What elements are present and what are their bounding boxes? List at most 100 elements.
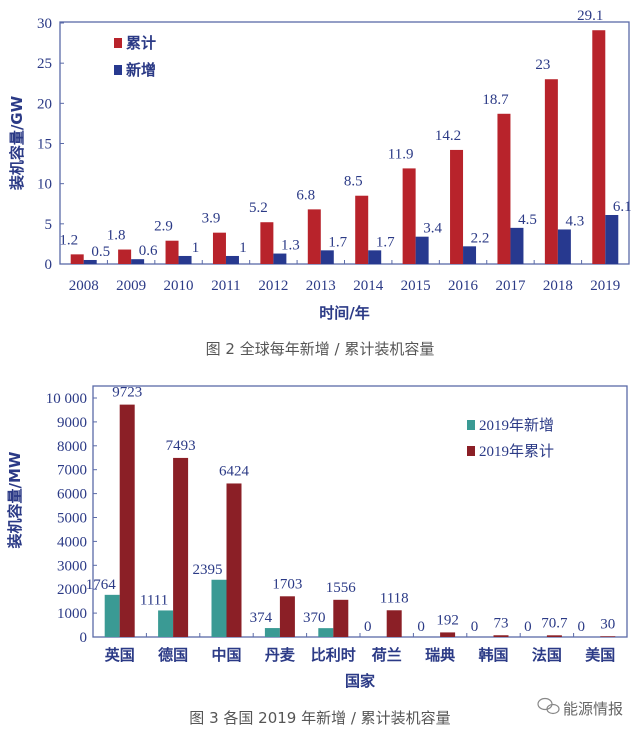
x-tick-label: 美国 [585,646,615,664]
bar-累计 [592,30,606,265]
bar-2019年累计 [119,404,135,637]
x-tick-label: 2013 [306,278,336,294]
data-label: 4.5 [518,212,537,228]
data-label: 73 [494,615,509,631]
x-tick-label: 2008 [69,278,99,294]
bar-2019年累计 [600,636,616,637]
bar-累计 [307,209,321,264]
data-label: 3.4 [423,221,442,237]
data-label: 192 [436,612,459,628]
data-label: 0 [578,619,586,635]
data-label: 4.3 [566,213,585,229]
data-label: 0.5 [91,244,110,260]
data-label: 1.7 [376,234,395,250]
bar-2019年新增 [211,579,227,637]
data-label: 6.1 [613,199,632,215]
data-label: 7493 [166,438,196,454]
y-tick-label: 6000 [57,487,87,503]
bar-累计 [544,79,558,264]
legend-swatch [467,420,475,430]
data-label: 370 [303,610,326,626]
data-label: 1703 [272,576,302,592]
data-label: 8.5 [344,174,363,190]
data-label: 0.6 [139,243,158,259]
y-tick-label: 10 [37,177,52,193]
data-label: 0 [417,619,425,635]
bar-累计 [355,195,369,264]
data-label: 374 [250,610,273,626]
x-tick-label: 2017 [495,278,526,294]
bar-2019年新增 [318,628,334,637]
data-label: 14.2 [435,128,461,144]
bar-新增 [273,253,287,264]
data-label: 0 [364,619,372,635]
x-axis-title: 时间/年 [319,304,369,322]
x-tick-label: 2014 [353,278,384,294]
y-tick-label: 4000 [57,534,87,550]
bar-2019年累计 [333,599,349,637]
data-label: 11.9 [388,146,414,162]
data-label: 18.7 [482,92,509,108]
data-label: 1 [192,240,200,256]
data-label: 23 [535,57,550,73]
legend-label: 累计 [126,34,156,52]
data-label: 1764 [86,577,117,593]
chart-caption: 图 2 全球每年新增 / 累计装机容量 [206,340,435,358]
data-label: 6424 [219,463,250,479]
data-label: 1556 [326,580,357,596]
x-tick-label: 2015 [401,278,431,294]
y-tick-label: 2000 [57,582,87,598]
y-tick-label: 25 [37,56,52,72]
bar-新增 [178,255,192,264]
data-label: 9723 [112,385,142,401]
x-tick-label: 2010 [164,278,194,294]
data-label: 2.9 [154,219,173,235]
y-axis-title: 装机容量/GW [8,95,26,191]
y-tick-label: 8000 [57,439,87,455]
legend-label: 新增 [126,61,156,79]
x-tick-label: 韩国 [478,646,508,664]
x-tick-label: 瑞典 [425,646,455,664]
y-tick-label: 5 [45,217,53,233]
data-label: 2395 [193,562,223,578]
data-label: 3.9 [202,211,221,227]
y-tick-label: 3000 [57,558,87,574]
y-tick-label: 20 [37,96,52,112]
x-tick-label: 丹麦 [265,646,296,664]
bar-2019年新增 [104,594,120,637]
bar-累计 [165,240,179,264]
y-tick-label: 10 000 [46,391,87,407]
bar-2019年新增 [158,610,174,637]
bar-累计 [497,113,511,264]
x-tick-label: 2018 [543,278,573,294]
bar-新增 [225,255,239,264]
wechat-icon [537,697,560,715]
y-axis-title: 装机容量/MW [6,451,24,549]
legend-label: 2019年累计 [479,443,554,460]
x-tick-label: 2009 [116,278,146,294]
bar-新增 [510,227,524,264]
bar-2019年累计 [440,632,456,637]
x-tick-label: 2012 [258,278,288,294]
bar-累计 [118,249,132,264]
data-label: 5.2 [249,200,268,216]
data-label: 1.7 [328,234,347,250]
x-tick-label: 2011 [211,278,240,294]
data-label: 2.2 [471,230,490,246]
bar-2019年新增 [264,628,280,637]
x-axis-title: 国家 [345,672,375,690]
data-label: 1.3 [281,238,300,254]
bar-新增 [605,214,619,264]
x-tick-label: 法国 [532,646,562,664]
legend-swatch [114,38,122,48]
bar-2019年累计 [493,635,509,637]
bar-新增 [463,246,477,264]
chart-global-capacity: 0 5 10 15 20 25 30 1.2 0.5 2008 1.8 0.6 2009 2.9 1 2010… [8,8,632,358]
bar-新增 [557,229,571,264]
x-tick-label: 2016 [448,278,479,294]
data-label: 6.8 [296,187,315,203]
data-label: 0 [524,619,532,635]
bar-新增 [368,250,382,264]
x-tick-label: 英国 [105,646,135,664]
data-label: 1 [239,240,247,256]
